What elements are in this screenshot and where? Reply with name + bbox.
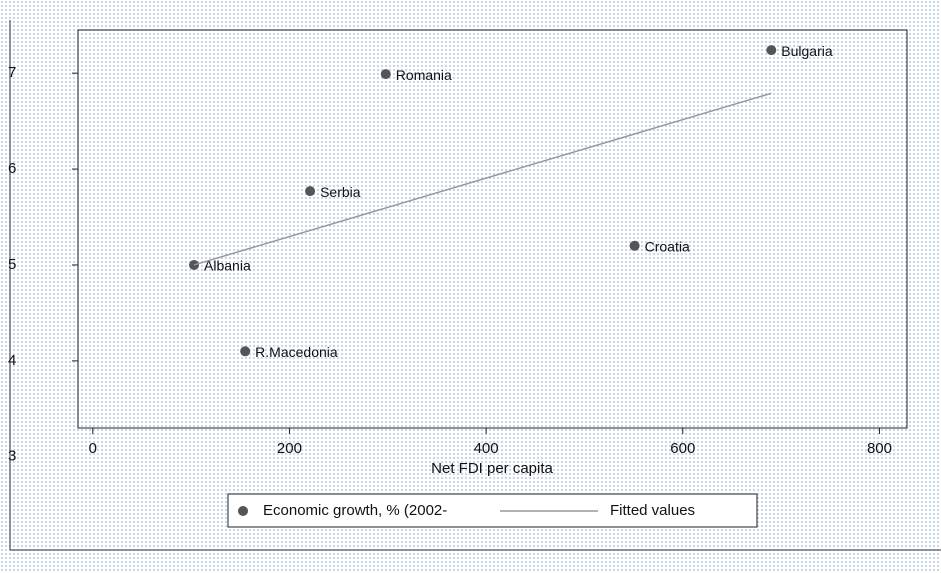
point <box>380 69 391 80</box>
point-label: Croatia <box>645 238 690 254</box>
point-label: Bulgaria <box>781 43 833 59</box>
y-tick-label: 3 <box>8 448 16 465</box>
x-axis-label: Net FDI per capita <box>431 460 553 477</box>
legend-label: Economic growth, % (2002- <box>263 502 447 519</box>
point-label: Serbia <box>320 184 361 200</box>
plot-frame <box>77 29 908 429</box>
x-tick-label: 200 <box>277 440 302 457</box>
point <box>766 45 777 56</box>
y-tick-label: 4 <box>8 352 16 369</box>
fitted-line <box>193 92 772 266</box>
legend-marker <box>238 506 248 516</box>
x-tick-label: 600 <box>670 440 695 457</box>
point-label: Albania <box>204 258 251 274</box>
x-tick-label: 0 <box>89 440 97 457</box>
point <box>305 186 316 197</box>
y-tick-label: 5 <box>8 256 16 273</box>
point-label: Romania <box>396 67 452 83</box>
point <box>629 240 640 251</box>
x-tick-label: 400 <box>474 440 499 457</box>
y-tick-label: 6 <box>8 160 16 177</box>
point-label: R.Macedonia <box>255 344 338 360</box>
y-tick-label: 7 <box>8 64 16 81</box>
legend <box>227 493 758 528</box>
x-tick-label: 800 <box>867 440 892 457</box>
point <box>240 346 251 357</box>
legend-label: Fitted values <box>610 502 695 519</box>
